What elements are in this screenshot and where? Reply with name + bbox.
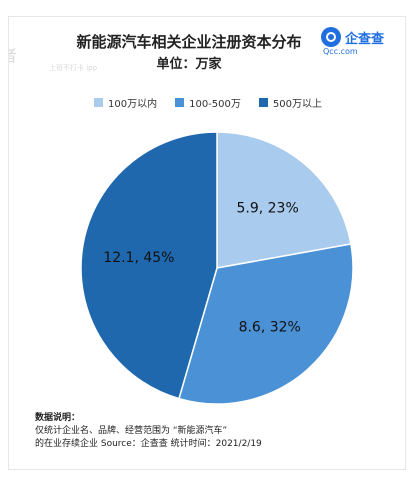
watermark: 者	[9, 42, 17, 66]
pie-slice-2	[80, 131, 218, 400]
legend-swatch-0	[94, 98, 103, 107]
legend-item-0: 100万以内	[94, 95, 157, 110]
pie-chart: 5.9, 23% 8.6, 32% 12.1, 45%	[80, 131, 354, 405]
pie-slice-1	[178, 243, 354, 405]
legend-swatch-2	[258, 98, 268, 107]
chart-unit: 单位：万家	[156, 57, 222, 72]
pie-label-0: 5.9, 23%	[236, 201, 298, 217]
notes-line-2: 的在业存续企业 Source：企查查 统计时间：2021/2/19	[35, 439, 262, 449]
legend-item-1: 100-500万	[175, 95, 241, 110]
notes-heading: 数据说明：	[35, 413, 81, 423]
brand-name: 企查查	[345, 31, 385, 47]
pie-label-1: 8.6, 32%	[239, 320, 301, 336]
legend-item-2: 500万以上	[258, 95, 322, 110]
qcc-logo-icon	[321, 27, 341, 47]
legend-label-0: 100万以内	[108, 99, 158, 110]
brand-logo-block: 企查查 Qcc.com	[321, 27, 384, 56]
data-notes: 数据说明： 仅统计企业名、品牌、经营范围为 “新能源汽车” 的在业存续企业 So…	[35, 412, 262, 451]
chart-card: 者 上班不打卡 ipp 新能源汽车相关企业注册资本分布 单位：万家 企查查 Qc…	[8, 16, 406, 470]
brand-url: Qcc.com	[323, 47, 358, 56]
watermark-sub: 上班不打卡 ipp	[49, 64, 98, 72]
legend-label-1: 100-500万	[189, 99, 241, 110]
chart-legend: 100万以内 100-500万 500万以上	[9, 95, 405, 110]
legend-label-2: 500万以上	[272, 99, 322, 110]
legend-swatch-1	[175, 98, 185, 107]
pie-slice-0	[216, 131, 352, 269]
pie-label-2: 12.1, 45%	[103, 250, 174, 266]
notes-line-1: 仅统计企业名、品牌、经营范围为 “新能源汽车”	[35, 426, 228, 436]
chart-title: 新能源汽车相关企业注册资本分布	[76, 33, 302, 51]
